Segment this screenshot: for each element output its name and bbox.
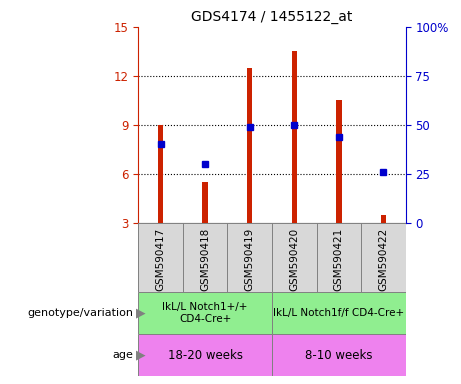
Bar <box>138 292 272 334</box>
Text: IkL/L Notch1f/f CD4-Cre+: IkL/L Notch1f/f CD4-Cre+ <box>273 308 404 318</box>
Bar <box>247 68 252 223</box>
Text: IkL/L Notch1+/+
CD4-Cre+: IkL/L Notch1+/+ CD4-Cre+ <box>162 302 248 324</box>
Text: GSM590421: GSM590421 <box>334 228 344 291</box>
Text: GSM590419: GSM590419 <box>245 228 255 291</box>
Bar <box>272 223 317 292</box>
Bar <box>272 334 406 376</box>
Bar <box>202 182 208 223</box>
Text: age: age <box>113 350 134 360</box>
Text: 8-10 weeks: 8-10 weeks <box>305 349 372 362</box>
Text: GSM590420: GSM590420 <box>289 228 299 291</box>
Bar <box>292 51 297 223</box>
Text: genotype/variation: genotype/variation <box>28 308 134 318</box>
Bar <box>272 292 406 334</box>
Text: GSM590422: GSM590422 <box>378 228 389 291</box>
Bar <box>381 215 386 223</box>
Bar <box>317 223 361 292</box>
Bar <box>227 223 272 292</box>
Title: GDS4174 / 1455122_at: GDS4174 / 1455122_at <box>191 10 353 25</box>
Legend: count, percentile rank within the sample: count, percentile rank within the sample <box>143 382 344 384</box>
Bar <box>158 125 163 223</box>
Text: 18-20 weeks: 18-20 weeks <box>168 349 242 362</box>
Bar <box>361 223 406 292</box>
Bar <box>336 100 342 223</box>
Text: ▶: ▶ <box>136 306 146 319</box>
Bar <box>138 334 272 376</box>
Bar <box>138 223 183 292</box>
Text: GSM590418: GSM590418 <box>200 228 210 291</box>
Text: GSM590417: GSM590417 <box>155 228 165 291</box>
Bar <box>183 223 227 292</box>
Text: ▶: ▶ <box>136 349 146 362</box>
